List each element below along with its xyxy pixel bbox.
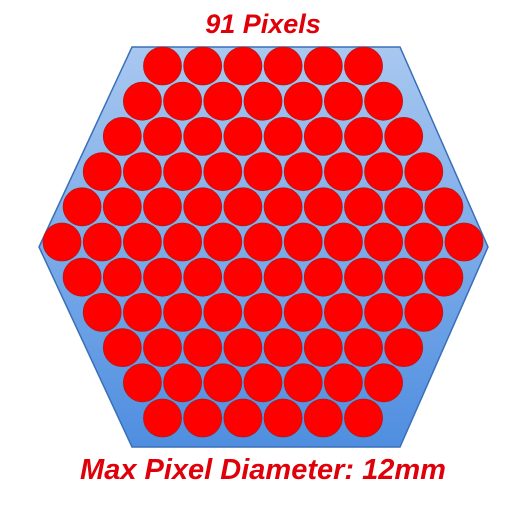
pixel-circle — [344, 46, 383, 86]
pixel-circle — [263, 328, 303, 368]
pixel-circle — [263, 116, 303, 156]
pixel-circle — [183, 328, 223, 368]
pixel-circle — [143, 187, 182, 227]
pixel-circle — [303, 257, 343, 297]
pixel-circle — [183, 187, 223, 227]
pixel-circle — [344, 328, 383, 368]
pixel-circle — [303, 398, 343, 438]
pixel-circle — [384, 116, 424, 156]
pixel-circle — [62, 257, 102, 297]
pixel-circle — [364, 292, 404, 332]
pixel-circle — [424, 187, 464, 227]
pixel-circle — [404, 222, 444, 262]
pixel-circle — [62, 187, 102, 227]
pixel-circle — [303, 328, 343, 368]
pixel-circle — [243, 81, 283, 121]
pixel-circle — [143, 398, 182, 438]
pixel-circle — [263, 46, 303, 86]
pixel-circle — [203, 222, 243, 262]
pixel-circle — [424, 257, 464, 297]
pixel-circle — [384, 187, 424, 227]
pixel-circle — [404, 292, 444, 332]
pixel-circle — [323, 152, 363, 192]
pixel-circle — [143, 257, 182, 297]
pixel-circle — [223, 187, 263, 227]
pixel-circle — [283, 292, 323, 332]
pixel-circle — [263, 398, 303, 438]
pixel-circle — [303, 46, 343, 86]
pixel-circle — [163, 363, 203, 403]
pixel-circle — [223, 257, 263, 297]
pixel-circle — [404, 152, 444, 192]
pixel-circle — [102, 257, 142, 297]
pixel-circle — [122, 81, 162, 121]
pixel-circle — [283, 152, 323, 192]
pixel-circle — [183, 116, 223, 156]
pixel-circle — [82, 222, 122, 262]
pixel-circle — [364, 152, 404, 192]
pixel-circle — [163, 81, 203, 121]
pixel-circle — [102, 187, 142, 227]
pixel-circle — [364, 363, 404, 403]
pixel-circle — [122, 292, 162, 332]
pixel-circle — [163, 222, 203, 262]
pixel-circle — [444, 222, 484, 262]
pixel-circle — [263, 257, 303, 297]
pixel-circle — [223, 46, 263, 86]
pixel-circle — [223, 116, 263, 156]
pixel-circle — [344, 257, 383, 297]
pixel-circle — [143, 46, 182, 86]
pixel-circle — [323, 292, 363, 332]
pixel-circle — [183, 398, 223, 438]
pixel-circle — [303, 187, 343, 227]
pixel-circle — [122, 152, 162, 192]
pixel-circle — [82, 152, 122, 192]
pixel-circle — [82, 292, 122, 332]
pixel-circle — [203, 363, 243, 403]
pixel-circle — [203, 152, 243, 192]
pixel-circle — [364, 81, 404, 121]
pixel-circle — [243, 292, 283, 332]
pixel-circle — [143, 328, 182, 368]
pixel-circle — [384, 257, 424, 297]
pixel-circle — [203, 81, 243, 121]
pixel-circle — [163, 152, 203, 192]
pixel-circle — [303, 116, 343, 156]
pixel-circle — [283, 222, 323, 262]
pixel-circle — [243, 152, 283, 192]
pixel-circle — [183, 46, 223, 86]
pixel-circle — [102, 328, 142, 368]
pixel-circle — [243, 363, 283, 403]
pixel-circle — [203, 292, 243, 332]
pixel-circle — [323, 222, 363, 262]
pixel-circle — [364, 222, 404, 262]
title: 91 Pixels — [205, 9, 321, 39]
pixel-circle — [283, 363, 323, 403]
pixel-circle — [323, 363, 363, 403]
pixel-circle — [344, 116, 383, 156]
pixel-circle — [263, 187, 303, 227]
pixel-circle — [384, 328, 424, 368]
pixel-circle — [143, 116, 182, 156]
footer-caption: Max Pixel Diameter: 12mm — [80, 454, 446, 486]
pixel-circle — [223, 328, 263, 368]
pixel-circle — [163, 292, 203, 332]
pixel-circle — [323, 81, 363, 121]
pixel-circle — [344, 187, 383, 227]
pixel-circle — [243, 222, 283, 262]
pixel-circle — [283, 81, 323, 121]
pixel-circle — [42, 222, 82, 262]
pixel-circle — [122, 363, 162, 403]
pixel-circle — [122, 222, 162, 262]
pixel-grid — [42, 46, 484, 438]
pixel-circle — [183, 257, 223, 297]
pixel-circle — [223, 398, 263, 438]
pixel-circle — [102, 116, 142, 156]
pixel-circle — [344, 398, 383, 438]
